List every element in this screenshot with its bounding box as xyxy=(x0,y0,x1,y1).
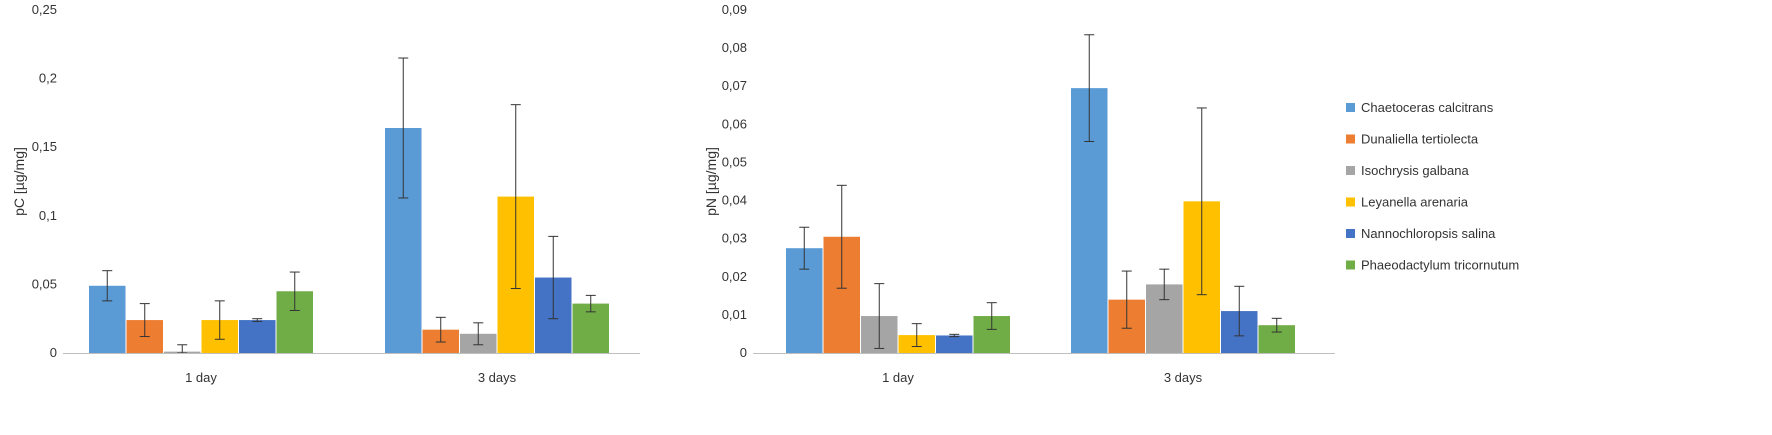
y-tick-label: 0,05 xyxy=(722,154,747,169)
y-tick-label: 0,03 xyxy=(722,231,747,246)
y-tick-label: 0,09 xyxy=(722,2,747,17)
y-tick-label: 0,05 xyxy=(32,276,57,291)
legend-entry: Dunaliella tertiolecta xyxy=(1361,132,1479,147)
legend-swatch xyxy=(1346,197,1355,207)
y-tick-label: 0,07 xyxy=(722,78,747,93)
y-tick-label: 0 xyxy=(740,345,747,360)
x-tick-label: 3 days xyxy=(478,370,517,385)
legend-entry: Nannochloropsis salina xyxy=(1361,226,1496,241)
y-tick-label: 0,02 xyxy=(722,269,747,284)
legend-swatch xyxy=(1346,134,1355,144)
x-tick-label: 3 days xyxy=(1164,370,1203,385)
y-tick-label: 0,08 xyxy=(722,40,747,55)
legend-entry: Leyanella arenaria xyxy=(1361,195,1469,210)
legend-swatch xyxy=(1346,229,1355,238)
y-tick-label: 0,25 xyxy=(32,2,57,17)
x-tick-label: 1 day xyxy=(882,370,914,385)
y-tick-label: 0 xyxy=(50,345,57,360)
y-axis-label: pC [µg/mg] xyxy=(11,147,27,216)
y-tick-label: 0,04 xyxy=(722,193,747,208)
y-tick-label: 0,01 xyxy=(722,307,747,322)
x-tick-label: 1 day xyxy=(185,370,217,385)
legend-swatch xyxy=(1346,260,1355,270)
bar xyxy=(239,320,276,353)
y-axis-label: pN [µg/mg] xyxy=(703,147,719,216)
legend-swatch xyxy=(1346,166,1355,175)
y-tick-label: 0,1 xyxy=(39,208,57,223)
y-tick-label: 0,06 xyxy=(722,116,747,131)
y-tick-label: 0,15 xyxy=(32,139,57,154)
legend-entry: Chaetoceras calcitrans xyxy=(1361,100,1494,115)
bar xyxy=(936,335,973,353)
legend-swatch xyxy=(1346,103,1355,112)
legend-entry: Isochrysis galbana xyxy=(1361,163,1469,178)
legend-entry: Phaeodactylum tricornutum xyxy=(1361,258,1519,273)
y-tick-label: 0,2 xyxy=(39,71,57,86)
